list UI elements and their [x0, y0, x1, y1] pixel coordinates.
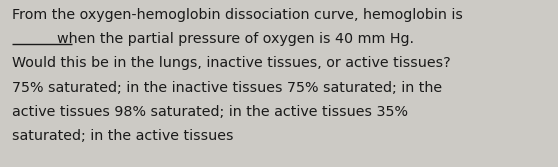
Text: saturated; in the active tissues: saturated; in the active tissues: [12, 129, 233, 143]
Text: 75% saturated; in the inactive tissues 75% saturated; in the: 75% saturated; in the inactive tissues 7…: [12, 81, 442, 95]
Text: active tissues 98% saturated; in the active tissues 35%: active tissues 98% saturated; in the act…: [12, 105, 408, 119]
Text: Would this be in the lungs, inactive tissues, or active tissues?: Would this be in the lungs, inactive tis…: [12, 56, 451, 70]
Text: when the partial pressure of oxygen is 40 mm Hg.: when the partial pressure of oxygen is 4…: [12, 32, 414, 46]
Text: From the oxygen-hemoglobin dissociation curve, hemoglobin is: From the oxygen-hemoglobin dissociation …: [12, 8, 463, 22]
